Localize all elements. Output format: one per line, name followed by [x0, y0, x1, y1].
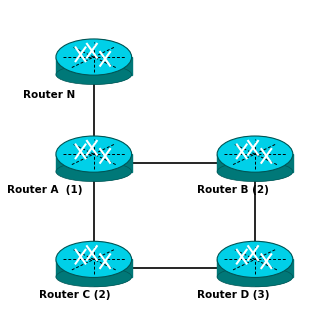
Ellipse shape [56, 162, 132, 182]
Ellipse shape [56, 39, 132, 75]
Polygon shape [56, 57, 132, 75]
Ellipse shape [56, 267, 132, 287]
Ellipse shape [217, 136, 293, 172]
Polygon shape [255, 136, 293, 182]
Polygon shape [217, 259, 293, 277]
Ellipse shape [56, 136, 132, 172]
Text: Router B (2): Router B (2) [197, 185, 269, 195]
Polygon shape [56, 154, 132, 172]
Ellipse shape [56, 64, 132, 85]
Ellipse shape [56, 241, 132, 277]
Ellipse shape [217, 162, 293, 182]
Polygon shape [217, 154, 293, 172]
Text: Router C (2): Router C (2) [39, 290, 111, 300]
Polygon shape [255, 241, 293, 287]
Polygon shape [94, 241, 132, 287]
Ellipse shape [217, 267, 293, 287]
Text: Router D (3): Router D (3) [197, 290, 270, 300]
Text: Router A  (1): Router A (1) [7, 185, 82, 195]
Ellipse shape [217, 241, 293, 277]
Polygon shape [94, 136, 132, 182]
Text: Router N: Router N [23, 90, 75, 100]
Polygon shape [94, 39, 132, 85]
Polygon shape [56, 259, 132, 277]
